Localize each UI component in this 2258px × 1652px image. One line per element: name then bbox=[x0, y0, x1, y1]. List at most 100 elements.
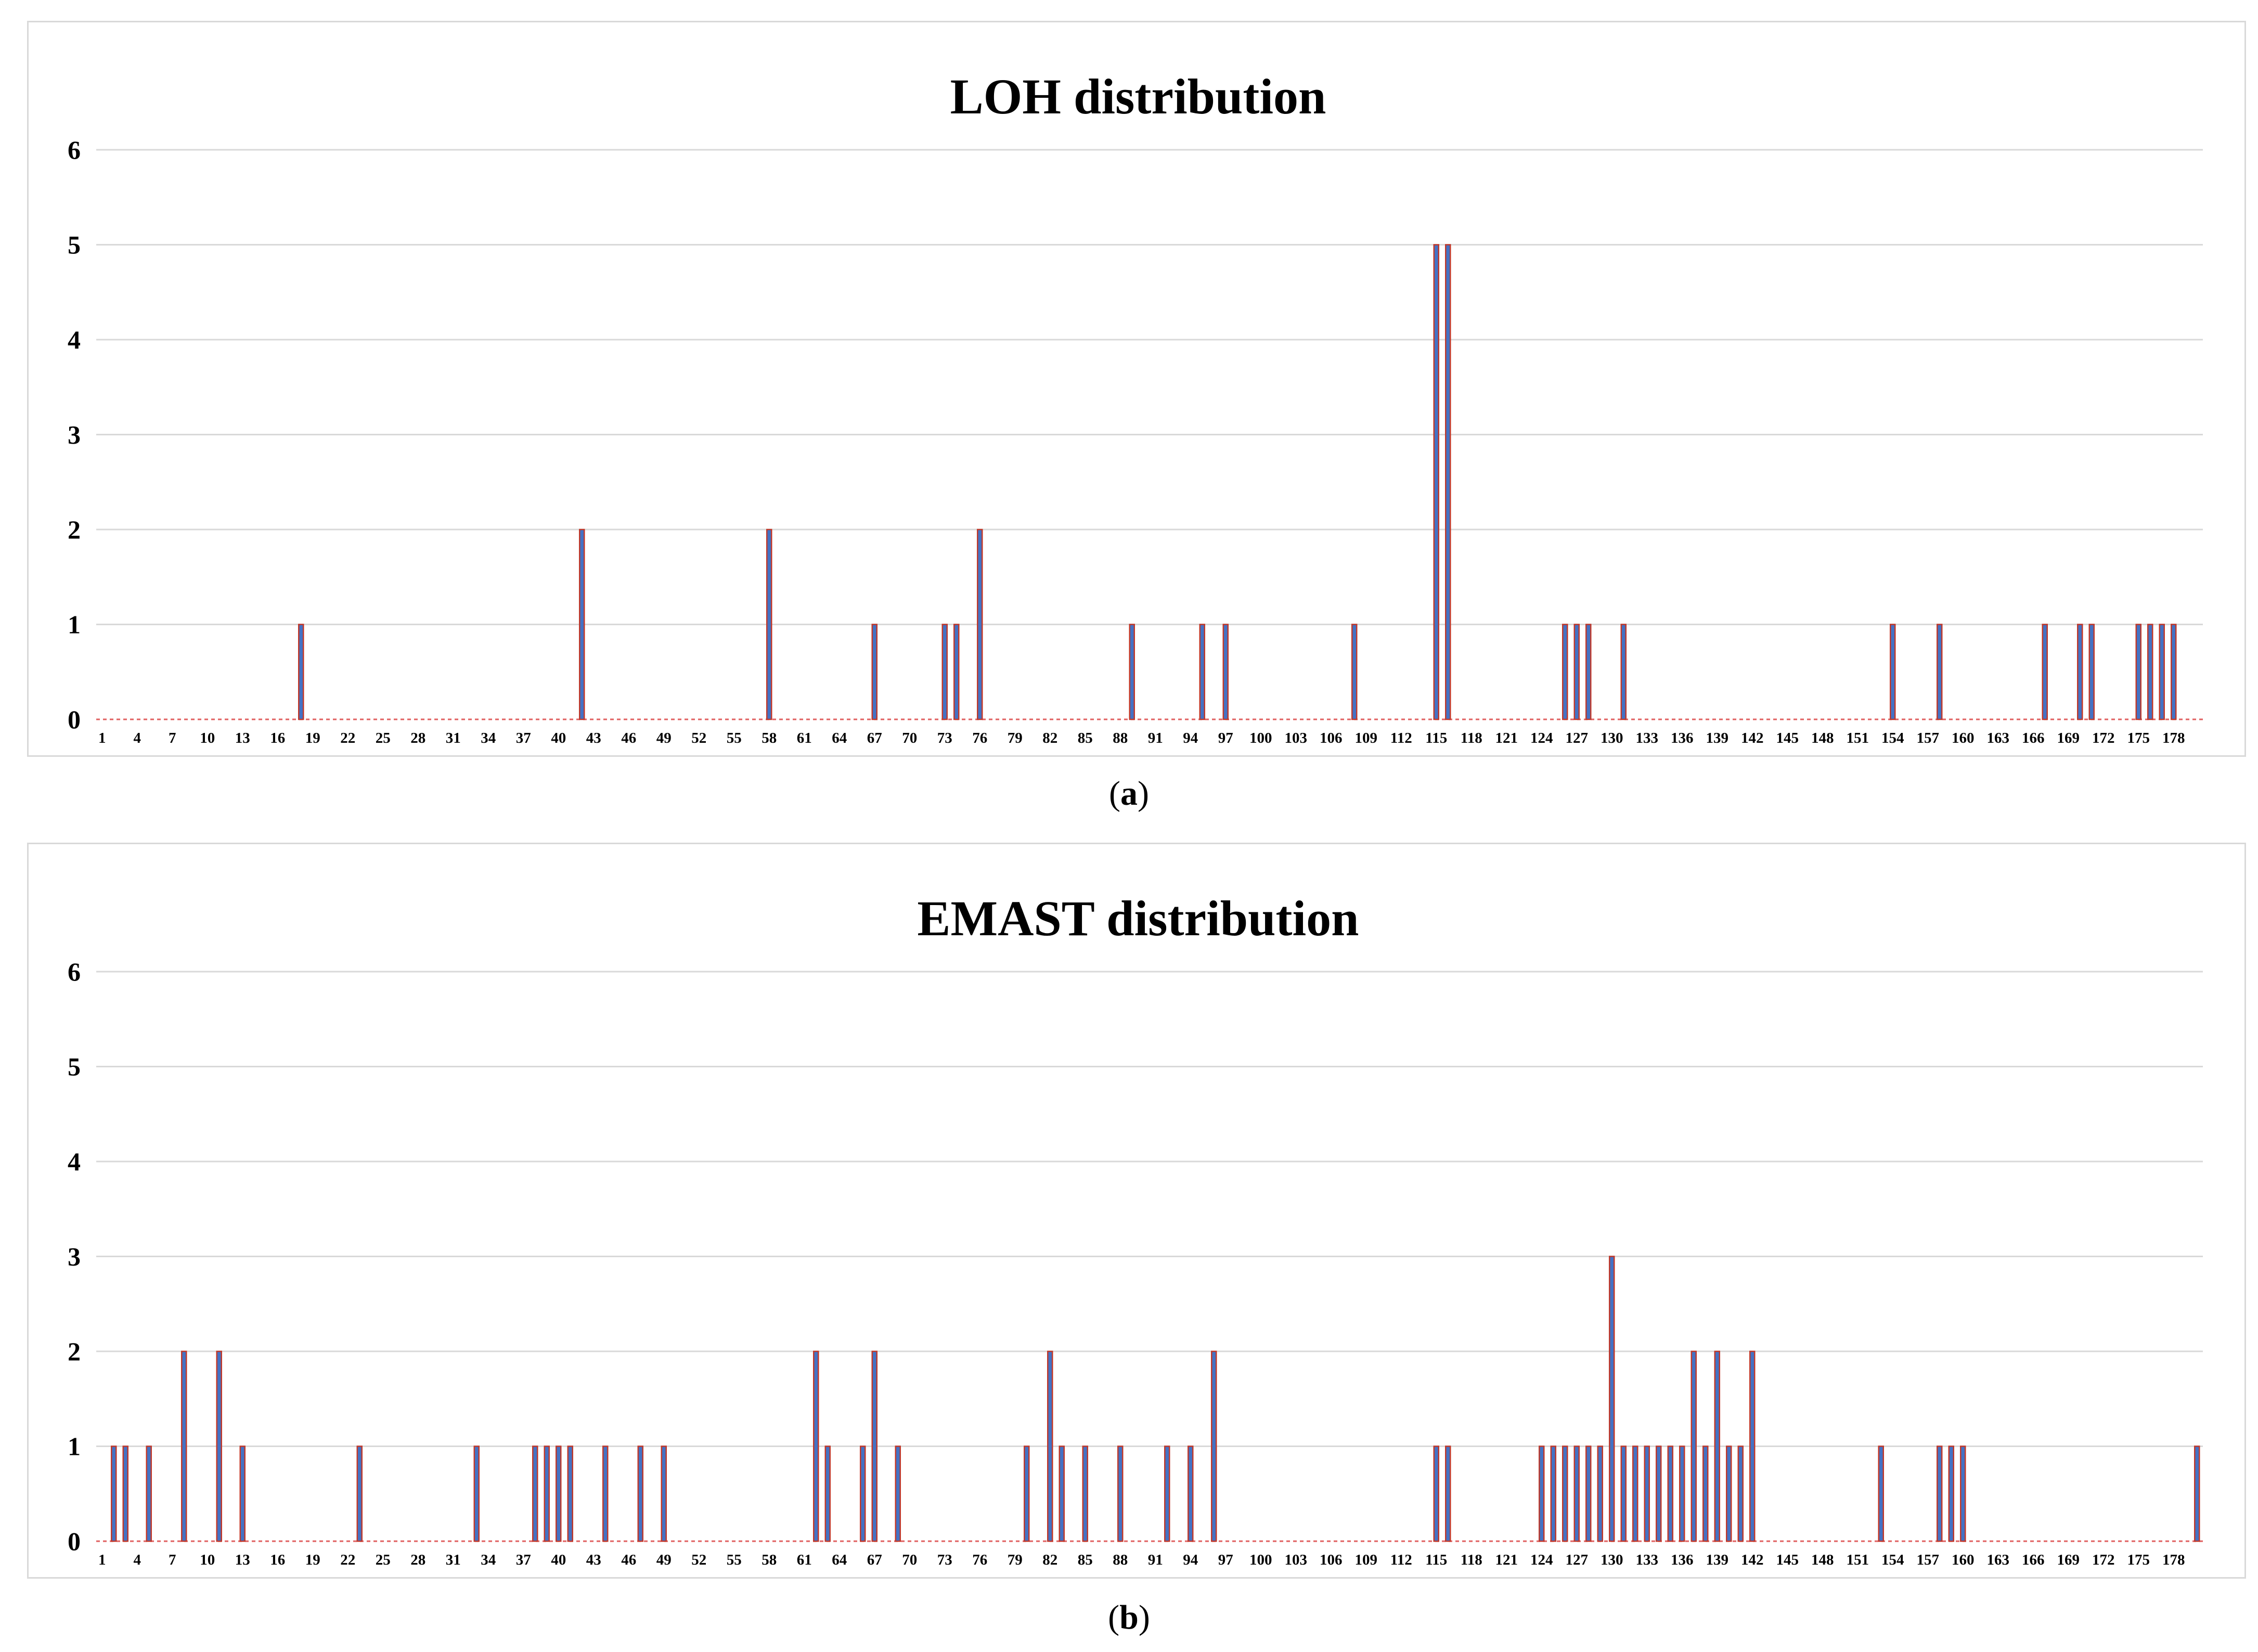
emast-bar bbox=[1585, 1446, 1592, 1542]
loh-x-tick-label: 31 bbox=[446, 730, 461, 746]
loh-x-tick-label: 91 bbox=[1148, 730, 1163, 746]
emast-bar bbox=[111, 1446, 117, 1542]
loh-bar bbox=[1351, 624, 1358, 720]
loh-bar bbox=[953, 624, 960, 720]
loh-x-tick-label: 85 bbox=[1078, 730, 1093, 746]
emast-bar bbox=[122, 1446, 128, 1542]
caption-a: (a) bbox=[1109, 775, 1149, 812]
emast-bar bbox=[1620, 1446, 1627, 1542]
emast-bar bbox=[1597, 1446, 1603, 1542]
loh-x-tick-label: 106 bbox=[1320, 730, 1343, 746]
emast-x-tick-label: 43 bbox=[586, 1552, 601, 1568]
emast-x-tick-label: 55 bbox=[727, 1552, 742, 1568]
emast-y-tick-label: 3 bbox=[68, 1242, 81, 1271]
emast-x-tick-label: 34 bbox=[481, 1552, 496, 1568]
emast-x-tick-label: 109 bbox=[1355, 1552, 1378, 1568]
loh-x-tick-label: 130 bbox=[1601, 730, 1623, 746]
emast-bar bbox=[1211, 1350, 1217, 1542]
emast-bar bbox=[813, 1350, 819, 1542]
emast-bar bbox=[556, 1446, 562, 1542]
emast-y-tick-label: 5 bbox=[68, 1052, 81, 1081]
loh-x-tick-label: 79 bbox=[1008, 730, 1023, 746]
emast-bar bbox=[860, 1446, 866, 1542]
loh-bar bbox=[941, 624, 948, 720]
emast-x-tick-label: 172 bbox=[2092, 1552, 2115, 1568]
emast-bar bbox=[1679, 1446, 1685, 1542]
loh-bar bbox=[766, 528, 772, 720]
loh-bar bbox=[1445, 244, 1451, 720]
emast-x-tick-label: 46 bbox=[621, 1552, 636, 1568]
emast-x-tick-label: 22 bbox=[340, 1552, 355, 1568]
emast-bar bbox=[824, 1446, 831, 1542]
emast-x-tick-label: 88 bbox=[1113, 1552, 1128, 1568]
loh-x-tick-label: 64 bbox=[832, 730, 847, 746]
loh-x-tick-label: 10 bbox=[200, 730, 215, 746]
loh-x-tick-label: 160 bbox=[1952, 730, 1975, 746]
caption-a-letter: a bbox=[1120, 775, 1138, 812]
emast-x-tick-label: 166 bbox=[2022, 1552, 2045, 1568]
emast-x-tick-label: 79 bbox=[1008, 1552, 1023, 1568]
loh-x-tick-label: 175 bbox=[2127, 730, 2150, 746]
emast-x-tick-label: 16 bbox=[270, 1552, 285, 1568]
emast-bar bbox=[1082, 1446, 1088, 1542]
loh-x-tick-label: 49 bbox=[656, 730, 672, 746]
emast-bar bbox=[2194, 1446, 2200, 1542]
emast-y-tick-label: 2 bbox=[68, 1337, 81, 1366]
loh-x-tick-label: 115 bbox=[1425, 730, 1447, 746]
emast-bar bbox=[1878, 1446, 1884, 1542]
loh-x-tick-label: 121 bbox=[1495, 730, 1518, 746]
emast-bar bbox=[1188, 1446, 1194, 1542]
loh-chart-panel: LOH distribution 0 1 2 3 4 5 6 1 4 7 10 13 16 19 22 25 2… bbox=[27, 21, 2246, 757]
emast-x-tick-label: 28 bbox=[410, 1552, 425, 1568]
caption-b-letter: b bbox=[1119, 1598, 1139, 1636]
emast-bar bbox=[1573, 1446, 1580, 1542]
emast-bar bbox=[871, 1350, 878, 1542]
loh-chart-title: LOH distribution bbox=[950, 69, 1326, 124]
emast-bar bbox=[1550, 1446, 1556, 1542]
loh-x-tick-label: 76 bbox=[972, 730, 987, 746]
emast-bar bbox=[1737, 1446, 1744, 1542]
loh-x-tick-label: 127 bbox=[1566, 730, 1589, 746]
loh-bar bbox=[1890, 624, 1896, 720]
loh-bar bbox=[2135, 624, 2141, 720]
emast-bar bbox=[1609, 1256, 1615, 1542]
emast-bar bbox=[544, 1446, 550, 1542]
loh-x-tick-label: 4 bbox=[134, 730, 141, 746]
emast-bar bbox=[1047, 1350, 1053, 1542]
emast-bar bbox=[1691, 1350, 1697, 1542]
emast-x-tick-label: 64 bbox=[832, 1552, 847, 1568]
loh-x-tick-label: 37 bbox=[516, 730, 531, 746]
emast-x-tick-label: 70 bbox=[902, 1552, 917, 1568]
loh-bar bbox=[2159, 624, 2165, 720]
loh-y-tick-label: 4 bbox=[68, 325, 81, 354]
loh-x-tick-label: 103 bbox=[1285, 730, 1308, 746]
loh-x-tick-label: 109 bbox=[1355, 730, 1378, 746]
emast-x-tick-label: 106 bbox=[1320, 1552, 1343, 1568]
emast-bar bbox=[1433, 1446, 1439, 1542]
loh-bar bbox=[1620, 624, 1627, 720]
emast-x-tick-label: 121 bbox=[1495, 1552, 1518, 1568]
loh-y-tick-label: 3 bbox=[68, 420, 81, 449]
loh-x-tick-label: 154 bbox=[1881, 730, 1904, 746]
emast-bar bbox=[637, 1446, 643, 1542]
loh-x-tick-label: 22 bbox=[340, 730, 355, 746]
loh-x-tick-label: 163 bbox=[1987, 730, 2010, 746]
loh-x-tick-label: 172 bbox=[2092, 730, 2115, 746]
emast-x-tick-label: 61 bbox=[797, 1552, 812, 1568]
emast-bar bbox=[1948, 1446, 1954, 1542]
loh-x-tick-label: 133 bbox=[1636, 730, 1659, 746]
loh-x-tick-label: 13 bbox=[235, 730, 250, 746]
emast-bar bbox=[1024, 1446, 1030, 1542]
emast-bar bbox=[1702, 1446, 1709, 1542]
emast-x-tick-label: 40 bbox=[551, 1552, 566, 1568]
emast-bar bbox=[1714, 1350, 1720, 1542]
loh-x-tick-label: 142 bbox=[1741, 730, 1764, 746]
emast-bar bbox=[1562, 1446, 1568, 1542]
emast-x-tick-label: 175 bbox=[2127, 1552, 2150, 1568]
emast-x-tick-label: 115 bbox=[1425, 1552, 1447, 1568]
loh-bar bbox=[1199, 624, 1205, 720]
emast-x-tick-label: 4 bbox=[134, 1552, 141, 1568]
emast-x-tick-label: 10 bbox=[200, 1552, 215, 1568]
loh-y-tick-label: 6 bbox=[68, 135, 81, 164]
